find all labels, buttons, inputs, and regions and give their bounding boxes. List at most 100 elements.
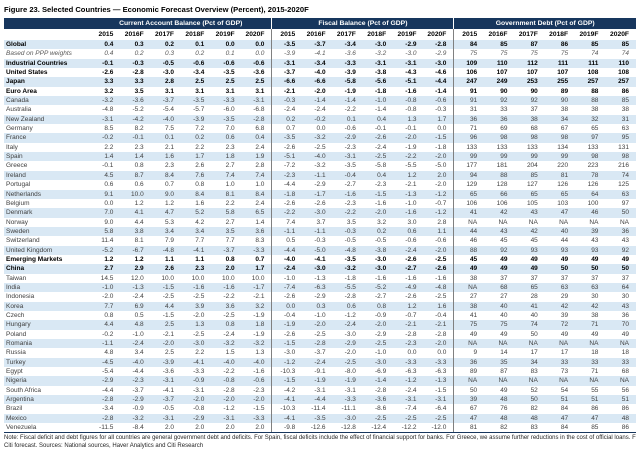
value-cell: 128 [496, 181, 508, 189]
value-cell: 8.1 [134, 237, 144, 245]
value-cell: -3.9 [150, 357, 181, 368]
table-row: Mexico -2.8 -3.2 -3.1 -2.9 -3.1 -3.3 -4.1 -3.5 -3… [4, 413, 636, 424]
value-cell: -2.5 [362, 413, 394, 424]
value-cell: 50 [605, 264, 636, 274]
value-cell: 38 [591, 106, 599, 114]
value-cell: 3.4 [150, 226, 181, 237]
value-cell: 7.6 [181, 170, 212, 181]
value-cell: 106 [453, 198, 485, 209]
value-cell: 68 [530, 125, 538, 133]
value-cell: 7.4 [211, 170, 242, 181]
value-cell: 3.5 [211, 226, 242, 237]
value-cell: 2.3 [134, 143, 144, 151]
value-cell: -2.6 [362, 133, 394, 143]
value-cell: 1.4 [90, 152, 121, 162]
value-cell: -2.3 [393, 339, 424, 349]
value-cell: -12.0 [423, 423, 454, 434]
value-cell: 34 [544, 114, 576, 125]
value-cell: -2.8 [405, 330, 417, 338]
value-cell: 50 [514, 395, 545, 405]
value-cell: -1.5 [435, 386, 447, 394]
value-cell: 0.6 [134, 181, 144, 189]
table-row: Denmark 7.0 4.1 4.7 5.2 5.8 6.5 -2.2 -3.0 -2.2 -2.… [4, 208, 636, 218]
country-cell: Norway [6, 218, 29, 226]
value-cell: 129 [453, 180, 485, 190]
value-cell: -4.4 [132, 368, 144, 376]
value-cell: NA [559, 218, 569, 226]
value-cell: -2.3 [271, 170, 303, 181]
value-cell: 2.2 [195, 143, 205, 151]
value-cell: 90 [544, 96, 576, 106]
value-cell: 10.0 [161, 274, 174, 282]
value-cell: -0.6 [435, 237, 447, 245]
value-cell: 4.8 [120, 320, 151, 330]
value-cell: 110 [484, 58, 515, 69]
value-cell: 10.0 [191, 274, 205, 282]
year-header: 2017F [150, 29, 181, 40]
value-cell: -5.4 [162, 106, 174, 114]
value-cell: -2.4 [405, 386, 417, 394]
value-cell: 3.6 [211, 301, 242, 311]
value-cell: -8.0 [344, 368, 356, 376]
value-cell: 42 [544, 301, 576, 311]
value-cell: 38 [560, 106, 569, 114]
value-cell: 0.5 [134, 311, 144, 319]
value-cell: 0.8 [134, 162, 144, 170]
value-cell: 4.2 [195, 218, 205, 226]
country-cell: Argentina [4, 395, 91, 405]
country-cell: Brazil [6, 405, 23, 413]
value-cell: 70 [605, 320, 636, 330]
value-cell: -2.5 [423, 413, 454, 424]
value-cell: 7.7 [90, 301, 121, 311]
value-cell: -3.0 [162, 69, 174, 77]
value-cell: -0.2 [90, 133, 121, 143]
table-row: Belgium 0.0 1.2 1.2 1.6 2.2 2.4 -2.6 -2.6 -2.3 -1.… [4, 198, 636, 209]
value-cell: 9.0 [150, 189, 181, 199]
value-cell: -11.1 [341, 405, 356, 413]
value-cell: -4.5 [90, 357, 121, 368]
value-cell: 74 [591, 50, 599, 58]
value-cell: -3.7 [150, 395, 181, 405]
value-cell: 33 [605, 357, 636, 368]
value-cell: 98 [544, 133, 576, 143]
value-cell: -4.2 [271, 385, 303, 396]
value-cell: -3.2 [314, 162, 326, 170]
value-cell: 81 [544, 170, 576, 181]
value-cell: -0.4 [271, 310, 303, 321]
value-cell: 49 [591, 255, 599, 263]
value-cell: 127 [526, 181, 538, 189]
value-cell: -1.0 [314, 311, 326, 319]
value-cell: 0.8 [362, 301, 394, 311]
value-cell: 88 [453, 245, 485, 255]
table-row: India -1.0 -1.3 -1.5 -1.6 -1.6 -1.7 -7.4 -6.3 -5.… [4, 282, 636, 293]
value-cell: -2.4 [132, 293, 144, 301]
value-cell: 2.8 [255, 162, 265, 170]
value-cell: -2.8 [423, 40, 454, 50]
country-cell: Hungary [4, 320, 91, 330]
table-row: Australia -4.8 -5.2 -5.4 -5.7 -6.0 -6.8 -2.4 -2.… [4, 105, 636, 115]
value-cell: 30 [621, 293, 629, 301]
value-cell: 98 [514, 133, 545, 143]
table-row: Germany 8.5 8.2 7.5 7.2 7.0 6.8 0.7 0.0 -0.6 -0.1 -… [4, 124, 636, 134]
value-cell: -0.6 [241, 376, 272, 386]
value-cell: -5.0 [435, 162, 447, 170]
value-cell: 38 [453, 273, 485, 283]
value-cell: 4.1 [120, 208, 151, 218]
value-cell: NA [605, 339, 636, 349]
value-cell: -1.7 [241, 282, 272, 293]
value-cell: NA [619, 218, 629, 226]
value-cell: 39 [453, 395, 485, 405]
table-row: Nigeria -2.9 -2.3 -3.1 -0.9 -0.8 -0.6 -1.5 -1.9-… [4, 376, 636, 386]
value-cell: 8.7 [120, 170, 151, 181]
value-cell: -2.0 [181, 395, 212, 405]
value-cell: 0.2 [150, 40, 181, 50]
value-cell: 110 [605, 58, 636, 69]
value-cell: -5.8 [374, 162, 387, 170]
value-cell: -1.5 [150, 282, 181, 293]
value-cell: -6.8 [253, 106, 265, 114]
value-cell: 111 [575, 58, 606, 69]
value-cell: -1.2 [423, 208, 454, 218]
value-cell: -0.8 [193, 405, 205, 413]
value-cell: 8.4 [241, 189, 272, 199]
value-cell: -2.4 [374, 143, 387, 151]
